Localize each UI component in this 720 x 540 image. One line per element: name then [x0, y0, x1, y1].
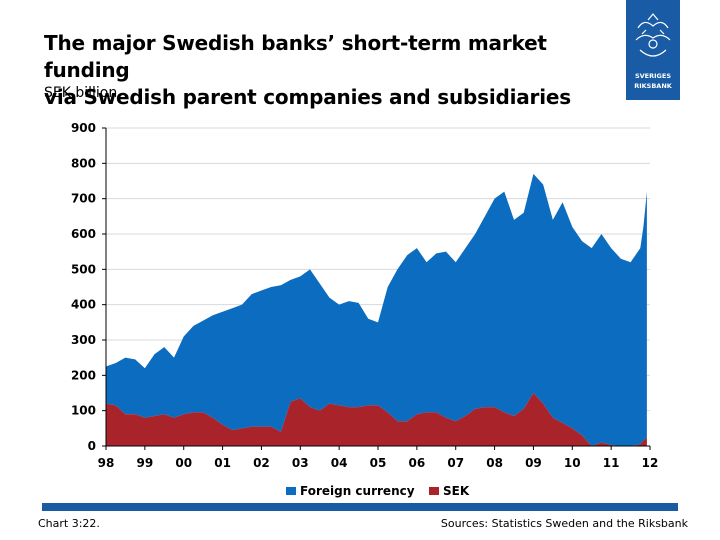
x-tick-label-2003: 03 — [292, 456, 309, 470]
y-tick-label-200: 200 — [71, 368, 96, 382]
x-tick-label-2011: 11 — [603, 456, 620, 470]
x-tick-label-2010: 10 — [564, 456, 581, 470]
x-tick-label-2008: 08 — [486, 456, 503, 470]
y-tick-label-500: 500 — [71, 262, 96, 276]
x-tick-label-2004: 04 — [331, 456, 348, 470]
x-tick-label-2000: 00 — [175, 456, 192, 470]
x-tick-label-1999: 99 — [137, 456, 154, 470]
chart-title: The major Swedish banks’ short-term mark… — [44, 30, 624, 111]
riksbank-logo: SVERIGES RIKSBANK — [626, 0, 680, 100]
riksbank-crest-icon — [635, 13, 671, 57]
x-tick-label-2007: 07 — [447, 456, 464, 470]
legend-label-sek: SEK — [443, 484, 470, 498]
source-note: Sources: Statistics Sweden and the Riksb… — [440, 517, 688, 530]
x-tick-label-2005: 05 — [370, 456, 387, 470]
x-tick-label-2002: 02 — [253, 456, 270, 470]
y-tick-label-900: 900 — [71, 121, 96, 135]
x-tick-label-2009: 09 — [525, 456, 542, 470]
chart-title-line-2: via Swedish parent companies and subsidi… — [44, 85, 571, 109]
chart-title-line-1: The major Swedish banks’ short-term mark… — [44, 31, 547, 82]
y-tick-label-100: 100 — [71, 404, 96, 418]
y-tick-label-300: 300 — [71, 333, 96, 347]
chart-number: Chart 3:22. — [38, 517, 100, 530]
y-tick-label-0: 0 — [88, 439, 96, 453]
y-tick-label-400: 400 — [71, 298, 96, 312]
logo-text-riksbank: RIKSBANK — [634, 82, 672, 90]
legend-label-foreign-currency: Foreign currency — [300, 484, 415, 498]
y-tick-label-800: 800 — [71, 156, 96, 170]
y-tick-label-600: 600 — [71, 227, 96, 241]
series-sek-area — [106, 393, 647, 446]
series-foreign-currency-area — [106, 173, 647, 446]
x-tick-label-2012: 12 — [642, 456, 659, 470]
x-tick-label-2001: 01 — [214, 456, 231, 470]
bottom-rule — [42, 503, 678, 511]
y-axis-unit-label: SEK billion — [44, 85, 118, 101]
legend-swatch-foreign-currency — [286, 487, 296, 495]
y-tick-label-700: 700 — [71, 192, 96, 206]
legend-swatch-sek — [429, 487, 439, 495]
x-tick-label-2006: 06 — [409, 456, 426, 470]
logo-text-sveriges: SVERIGES — [634, 72, 672, 80]
x-tick-label-1998: 98 — [98, 456, 115, 470]
